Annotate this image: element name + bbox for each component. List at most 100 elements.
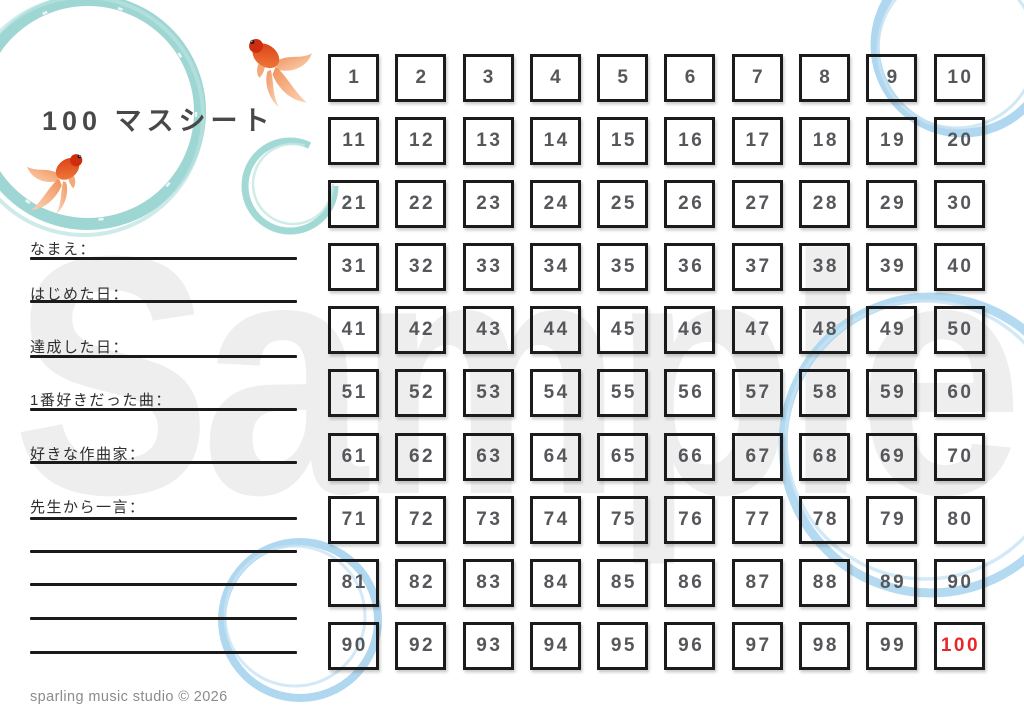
grid-cell: 72 bbox=[395, 495, 447, 544]
grid-cell: 63 bbox=[462, 432, 514, 481]
footer-credit: sparling music studio © 2026 bbox=[30, 689, 228, 705]
grid-cell: 71 bbox=[328, 495, 379, 544]
grid-cell: 81 bbox=[328, 558, 379, 607]
grid-cell: 20 bbox=[933, 117, 985, 166]
writing-line bbox=[30, 355, 297, 358]
field-label-teacher-comment: 先生から一言： bbox=[30, 499, 146, 516]
grid-cell: 99 bbox=[866, 621, 918, 670]
grid-cell: 31 bbox=[328, 243, 379, 292]
writing-line bbox=[30, 408, 297, 411]
grid-cell: 14 bbox=[529, 117, 581, 166]
writing-line bbox=[30, 550, 297, 553]
field-label-favorite-composer: 好きな作曲家： bbox=[30, 446, 146, 463]
grid-cell: 32 bbox=[395, 243, 447, 292]
grid-cell: 70 bbox=[933, 432, 985, 481]
field-label-favorite-song: 1番好きだった曲： bbox=[30, 392, 172, 409]
blue-brush-circle-bottomleft bbox=[218, 538, 382, 702]
grid-cell: 82 bbox=[395, 558, 447, 607]
blue-brush-circle-topright bbox=[870, 0, 1024, 138]
grid-cell: 64 bbox=[529, 432, 581, 481]
grid-cell: 62 bbox=[395, 432, 447, 481]
grid-cell: 60 bbox=[933, 369, 985, 418]
grid-cell: 79 bbox=[866, 495, 918, 544]
grid-cell: 47 bbox=[731, 306, 783, 355]
grid-cell: 56 bbox=[664, 369, 716, 418]
grid-cell: 88 bbox=[799, 558, 851, 607]
grid-cell: 68 bbox=[799, 432, 851, 481]
grid-cell: 39 bbox=[866, 243, 918, 292]
grid-cell: 90 bbox=[328, 621, 379, 670]
grid-cell: 95 bbox=[597, 621, 649, 670]
grid-cell: 5 bbox=[597, 54, 649, 102]
grid-cell: 30 bbox=[933, 180, 985, 229]
grid-cell: 83 bbox=[462, 558, 514, 607]
grid-cell: 73 bbox=[462, 495, 514, 544]
writing-line bbox=[30, 300, 297, 303]
grid-cell: 23 bbox=[462, 180, 514, 229]
writing-line bbox=[30, 617, 297, 620]
blue-brush-circle-right bbox=[778, 292, 1024, 598]
grid-cell: 13 bbox=[462, 117, 514, 166]
grid-cell: 86 bbox=[664, 558, 716, 607]
grid-cell: 59 bbox=[866, 369, 918, 418]
goldfish-icon bbox=[247, 38, 312, 108]
grid-cell: 22 bbox=[395, 180, 447, 229]
grid-cell: 3 bbox=[462, 54, 514, 102]
grid-cell: 40 bbox=[933, 243, 985, 292]
grid-cell: 87 bbox=[731, 558, 783, 607]
grid-cell: 24 bbox=[529, 180, 581, 229]
grid-cell: 1 bbox=[328, 54, 379, 102]
writing-line bbox=[30, 257, 297, 260]
grid-cell: 78 bbox=[799, 495, 851, 544]
grid-cell: 49 bbox=[866, 306, 918, 355]
grid-cell: 76 bbox=[664, 495, 716, 544]
grid-cell: 34 bbox=[529, 243, 581, 292]
grid-cell: 21 bbox=[328, 180, 379, 229]
grid-cell: 74 bbox=[529, 495, 581, 544]
grid-cell: 84 bbox=[529, 558, 581, 607]
grid-cell: 11 bbox=[328, 117, 379, 166]
sample-watermark: Sample bbox=[12, 186, 1024, 566]
writing-line bbox=[30, 583, 297, 586]
grid-cell: 15 bbox=[597, 117, 649, 166]
number-grid: 1 2 3 4 5 6 7 8 9 10 11 12 13 14 15 16 17 18 19 20 21 22 23 24 2… bbox=[328, 54, 985, 670]
writing-line bbox=[30, 461, 297, 464]
grid-cell: 16 bbox=[664, 117, 716, 166]
grid-cell: 90 bbox=[933, 558, 985, 607]
grid-cell: 2 bbox=[395, 54, 447, 102]
grid-cell: 58 bbox=[799, 369, 851, 418]
grid-cell: 52 bbox=[395, 369, 447, 418]
teal-brush-circle-large bbox=[0, 0, 206, 237]
grid-cell: 94 bbox=[529, 621, 581, 670]
grid-cell: 92 bbox=[395, 621, 447, 670]
grid-cell: 10 bbox=[933, 54, 985, 102]
grid-cell: 48 bbox=[799, 306, 851, 355]
grid-cell: 67 bbox=[731, 432, 783, 481]
grid-cell: 69 bbox=[866, 432, 918, 481]
grid-cell: 9 bbox=[866, 54, 918, 102]
grid-cell: 6 bbox=[664, 54, 716, 102]
writing-line bbox=[30, 651, 297, 654]
grid-cell: 4 bbox=[529, 54, 581, 102]
grid-cell: 26 bbox=[664, 180, 716, 229]
grid-cell: 44 bbox=[529, 306, 581, 355]
grid-cell: 77 bbox=[731, 495, 783, 544]
grid-cell: 36 bbox=[664, 243, 716, 292]
grid-cell: 28 bbox=[799, 180, 851, 229]
grid-cell: 19 bbox=[866, 117, 918, 166]
grid-cell: 37 bbox=[731, 243, 783, 292]
writing-line bbox=[30, 517, 297, 520]
grid-cell: 38 bbox=[799, 243, 851, 292]
grid-cell: 53 bbox=[462, 369, 514, 418]
grid-cell: 96 bbox=[664, 621, 716, 670]
grid-cell: 97 bbox=[731, 621, 783, 670]
grid-cell: 17 bbox=[731, 117, 783, 166]
field-label-completion-date: 達成した日： bbox=[30, 339, 130, 356]
page-title: 100 マスシート bbox=[42, 106, 275, 136]
grid-cell: 75 bbox=[597, 495, 649, 544]
grid-cell: 18 bbox=[799, 117, 851, 166]
grid-cell: 35 bbox=[597, 243, 649, 292]
grid-cell: 50 bbox=[933, 306, 985, 355]
